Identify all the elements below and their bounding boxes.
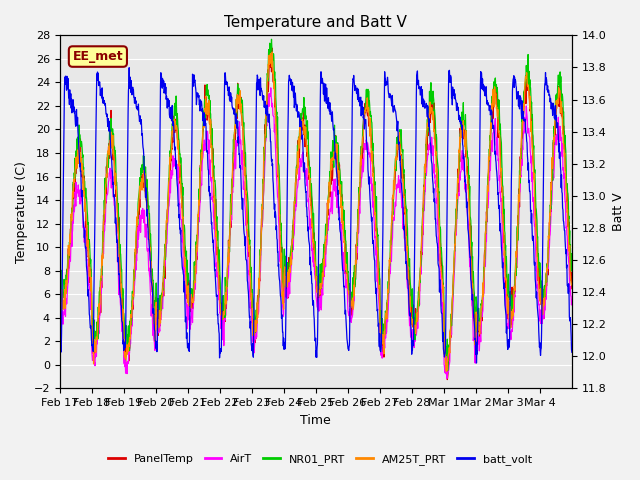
Y-axis label: Batt V: Batt V (612, 192, 625, 231)
X-axis label: Time: Time (300, 414, 331, 427)
Title: Temperature and Batt V: Temperature and Batt V (225, 15, 407, 30)
Y-axis label: Temperature (C): Temperature (C) (15, 161, 28, 263)
Text: EE_met: EE_met (72, 50, 124, 63)
Legend: PanelTemp, AirT, NR01_PRT, AM25T_PRT, batt_volt: PanelTemp, AirT, NR01_PRT, AM25T_PRT, ba… (104, 450, 536, 469)
